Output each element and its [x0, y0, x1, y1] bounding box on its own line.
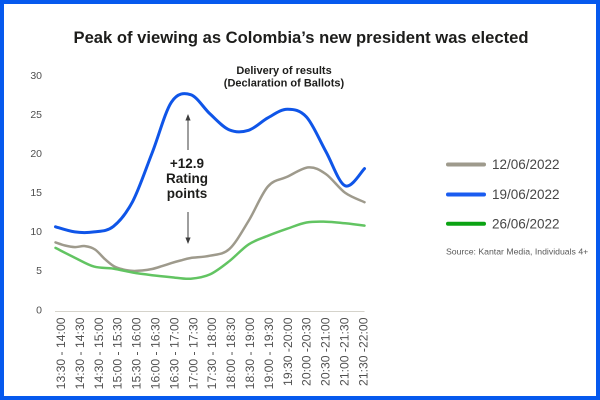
svg-text:14:30 - 15:00: 14:30 - 15:00 [92, 317, 106, 389]
svg-text:+12.9: +12.9 [170, 156, 204, 171]
svg-text:(Declaration of Ballots): (Declaration of Ballots) [224, 78, 345, 90]
svg-text:5: 5 [36, 265, 42, 277]
svg-text:20:30 -21:00: 20:30 -21:00 [319, 317, 333, 386]
svg-text:10: 10 [30, 226, 42, 238]
svg-text:14:30 - 14:30: 14:30 - 14:30 [73, 317, 87, 389]
svg-text:18:00 - 18:30: 18:00 - 18:30 [224, 317, 238, 389]
svg-text:20: 20 [30, 148, 42, 160]
svg-text:21:00 -21:30: 21:00 -21:30 [338, 317, 352, 386]
svg-text:16:30 - 17:00: 16:30 - 17:00 [167, 317, 181, 389]
svg-text:20:00 -20:30: 20:00 -20:30 [300, 317, 314, 386]
svg-text:Delivery of results: Delivery of results [236, 65, 331, 77]
svg-text:15: 15 [30, 187, 42, 199]
svg-text:19/06/2022: 19/06/2022 [492, 187, 560, 202]
svg-text:0: 0 [36, 304, 42, 316]
svg-text:16:00 - 16:30: 16:00 - 16:30 [149, 317, 163, 389]
svg-text:points: points [167, 186, 208, 201]
svg-text:12/06/2022: 12/06/2022 [492, 157, 560, 172]
svg-text:21:30 -22:00: 21:30 -22:00 [356, 317, 370, 386]
svg-text:30: 30 [30, 70, 42, 82]
svg-text:Source: Kantar Media, Individu: Source: Kantar Media, Individuals 4+ [446, 247, 588, 257]
svg-text:25: 25 [30, 109, 42, 121]
svg-text:19:00 - 19:30: 19:00 - 19:30 [262, 317, 276, 389]
svg-text:26/06/2022: 26/06/2022 [492, 216, 560, 231]
svg-text:15:00 - 15:30: 15:00 - 15:30 [111, 317, 125, 389]
svg-text:13:30 - 14:00: 13:30 - 14:00 [54, 317, 68, 389]
svg-text:19:30 -20:00: 19:30 -20:00 [281, 317, 295, 386]
svg-text:17:30 - 18:00: 17:30 - 18:00 [205, 317, 219, 389]
svg-text:18:30 - 19:00: 18:30 - 19:00 [243, 317, 257, 389]
svg-text:17:00 - 17:30: 17:00 - 17:30 [186, 317, 200, 389]
svg-text:Peak of viewing as Colombia’s: Peak of viewing as Colombia’s new presid… [74, 28, 529, 47]
svg-text:15:30 - 16:00: 15:30 - 16:00 [130, 317, 144, 389]
svg-text:Rating: Rating [166, 171, 208, 186]
